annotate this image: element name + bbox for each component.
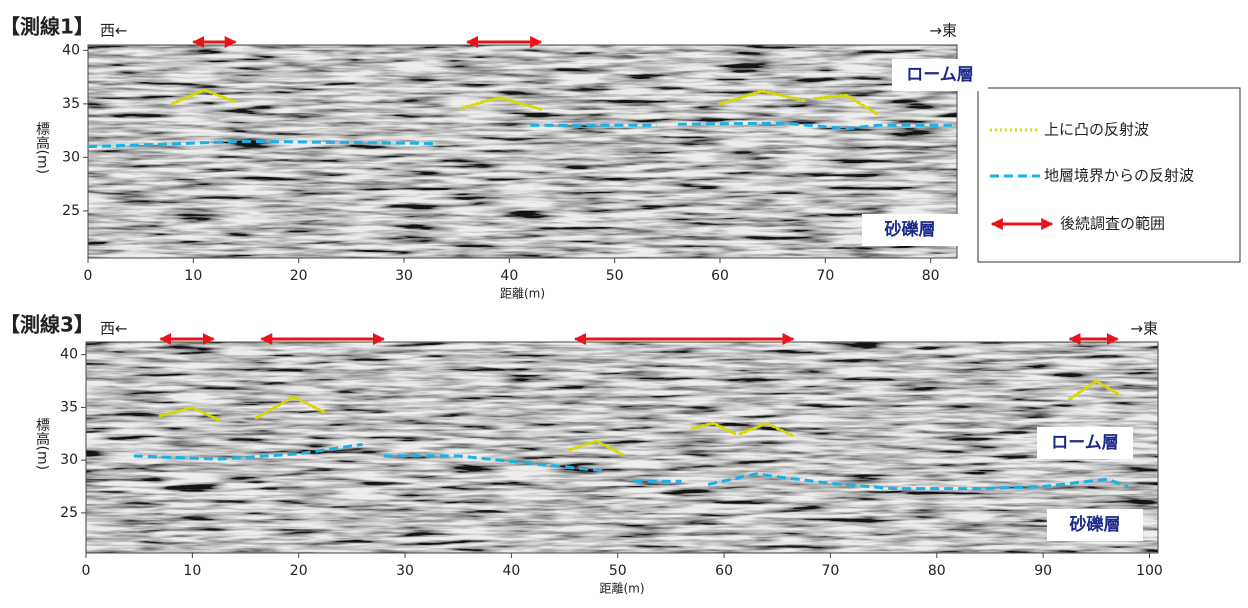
x-tick-label: 100 — [1136, 563, 1163, 579]
x-tick-label: 10 — [184, 268, 202, 284]
y-tick-label: 35 — [60, 399, 78, 415]
x-tick-label: 70 — [816, 268, 834, 284]
x-tick-label: 50 — [609, 563, 627, 579]
panel-title: 【測線3】 — [0, 313, 94, 337]
radar-texture — [88, 45, 957, 258]
layer-label: ローム層 — [1051, 433, 1119, 453]
west-label: 西← — [100, 22, 128, 40]
x-tick-label: 60 — [715, 563, 733, 579]
layer-label: 砂礫層 — [885, 219, 936, 240]
x-axis-label: 距離(m) — [599, 582, 644, 596]
y-tick-label: 30 — [62, 149, 80, 165]
y-tick-label: 40 — [62, 42, 80, 58]
x-tick-label: 60 — [711, 268, 729, 284]
y-tick-label: 30 — [60, 452, 78, 468]
legend-label: 地層境界からの反射波 — [1044, 167, 1194, 185]
layer-label: 砂礫層 — [1070, 514, 1121, 535]
x-tick-label: 20 — [290, 268, 308, 284]
panel-title: 【測線1】 — [0, 15, 94, 39]
reflection-line — [133, 442, 1129, 491]
layer-label: ローム層 — [906, 65, 974, 85]
x-tick-label: 70 — [822, 563, 840, 579]
y-tick-label: 40 — [60, 347, 78, 363]
y-axis-label: 標高(m) — [34, 122, 50, 175]
x-tick-label: 90 — [1034, 563, 1052, 579]
radar-texture — [86, 342, 1158, 553]
x-tick-label: 0 — [82, 563, 91, 579]
layer-label-box — [862, 214, 958, 246]
y-tick-label: 25 — [62, 203, 80, 219]
reflection-line — [158, 379, 1120, 457]
y-axis-label: 標高(m) — [34, 418, 50, 471]
legend-label: 後続調査の範囲 — [1060, 215, 1165, 233]
x-tick-label: 50 — [606, 268, 624, 284]
west-label: 西← — [100, 320, 128, 338]
east-label: →東 — [1130, 320, 1158, 338]
y-tick-label: 35 — [62, 96, 80, 112]
x-tick-label: 20 — [290, 563, 308, 579]
y-tick-label: 25 — [60, 505, 78, 521]
x-tick-label: 80 — [922, 268, 940, 284]
x-tick-label: 40 — [500, 268, 518, 284]
x-tick-label: 80 — [928, 563, 946, 579]
x-tick-label: 10 — [183, 563, 201, 579]
x-tick-label: 30 — [395, 268, 413, 284]
x-tick-label: 40 — [502, 563, 520, 579]
layer-label-box — [1037, 427, 1133, 459]
x-tick-label: 30 — [396, 563, 414, 579]
east-label: →東 — [929, 22, 957, 40]
layer-label-box — [892, 59, 988, 91]
x-axis-label: 距離(m) — [500, 287, 545, 301]
x-tick-label: 0 — [84, 268, 93, 284]
reflection-line — [87, 121, 952, 149]
layer-label-box — [1047, 509, 1143, 541]
legend-label: 上に凸の反射波 — [1044, 121, 1149, 139]
reflection-line — [170, 88, 880, 117]
